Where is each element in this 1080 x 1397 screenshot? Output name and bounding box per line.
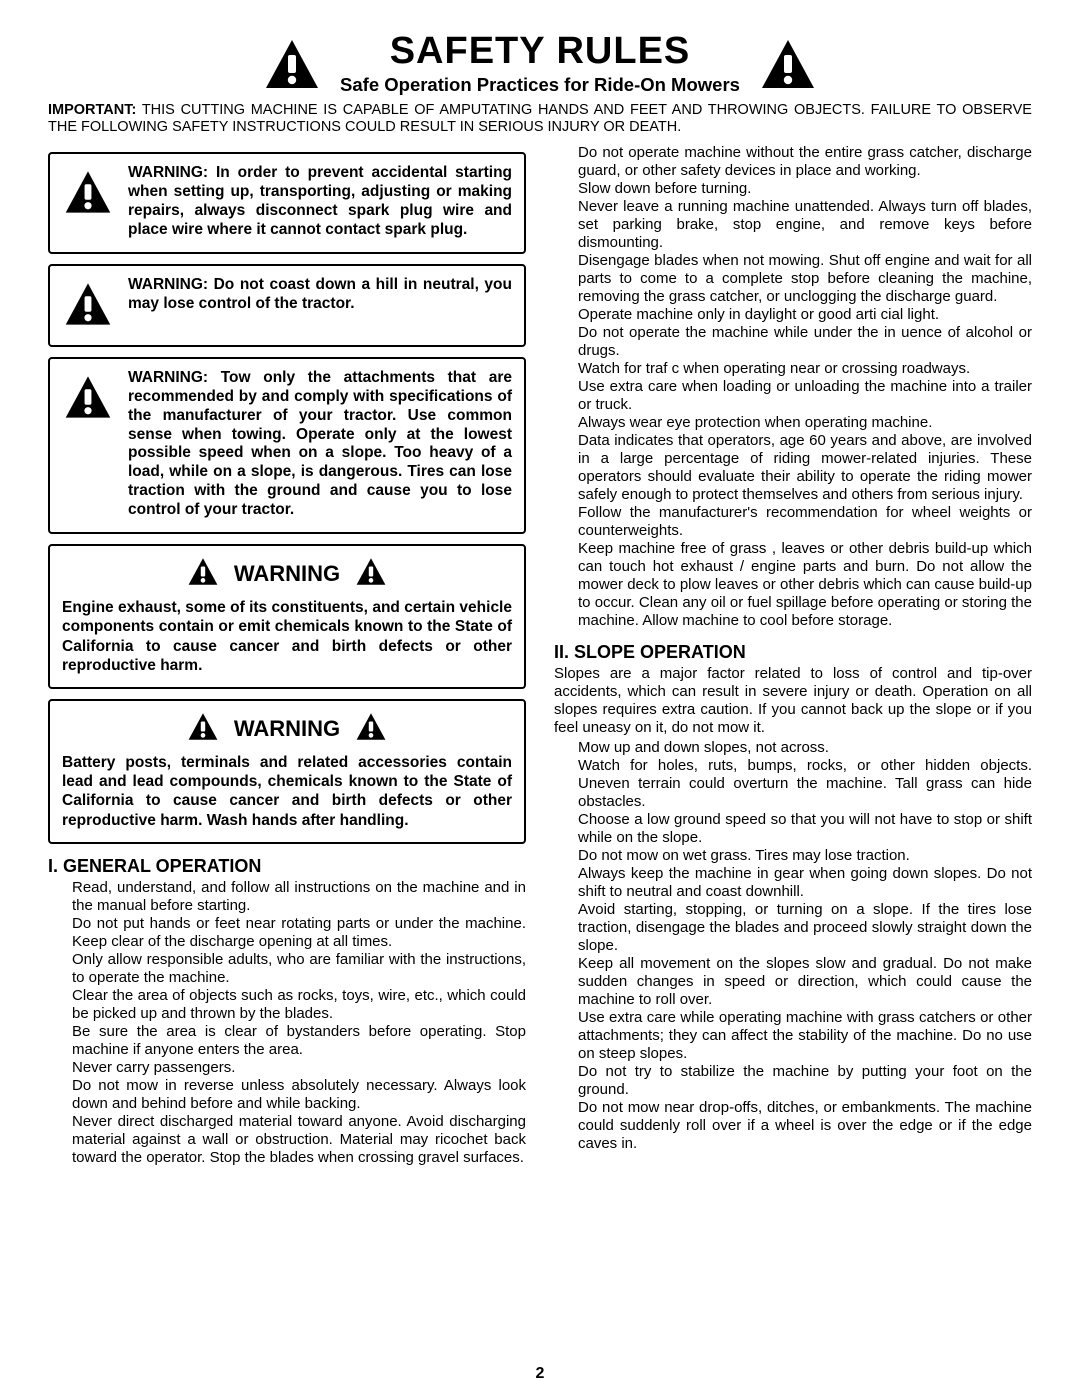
title-block: SAFETY RULES Safe Operation Practices fo… xyxy=(340,32,740,96)
section-title: II. SLOPE OPERATION xyxy=(554,642,1032,663)
hazard-icon xyxy=(186,711,220,747)
warning-body: Engine exhaust, some of its constituents… xyxy=(62,598,512,675)
important-notice: IMPORTANT: THIS CUTTING MACHINE IS CAPAB… xyxy=(48,102,1032,136)
list-item: Clear the area of objects such as rocks,… xyxy=(72,987,526,1023)
list-item: Mow up and down slopes, not across. xyxy=(578,739,1032,757)
hazard-icon xyxy=(186,556,220,592)
hazard-icon xyxy=(62,369,114,426)
list-item: Follow the manufacturer's recommendation… xyxy=(578,504,1032,540)
list-item: Read, understand, and follow all instruc… xyxy=(72,879,526,915)
list-item: Watch for traf c when operating near or … xyxy=(578,360,1032,378)
warning-text: WARNING: Tow only the attachments that a… xyxy=(128,369,512,520)
hazard-icon xyxy=(354,711,388,747)
warning-heading: WARNING xyxy=(234,561,340,587)
page-title: SAFETY RULES xyxy=(340,32,740,70)
list-item: Do not mow in reverse unless absolutely … xyxy=(72,1077,526,1113)
hazard-icon xyxy=(354,556,388,592)
list-item: Only allow responsible adults, who are f… xyxy=(72,951,526,987)
warning-body: Battery posts, terminals and related acc… xyxy=(62,753,512,830)
list-item: Choose a low ground speed so that you wi… xyxy=(578,811,1032,847)
content-columns: WARNING: In order to prevent accidental … xyxy=(48,144,1032,1344)
safety-rules-page: SAFETY RULES Safe Operation Practices fo… xyxy=(0,0,1080,1397)
list-item: Data indicates that operators, age 60 ye… xyxy=(578,432,1032,504)
section-title: I. GENERAL OPERATION xyxy=(48,856,526,877)
bullet-list: Do not operate machine without the entir… xyxy=(554,144,1032,630)
list-item: Do not operate machine without the entir… xyxy=(578,144,1032,180)
page-subtitle: Safe Operation Practices for Ride-On Mow… xyxy=(340,74,740,96)
bullet-list: Read, understand, and follow all instruc… xyxy=(48,879,526,1167)
list-item: Be sure the area is clear of bystanders … xyxy=(72,1023,526,1059)
warning-text: WARNING: In order to prevent accidental … xyxy=(128,164,512,240)
list-item: Do not put hands or feet near rotating p… xyxy=(72,915,526,951)
list-item: Do not mow on wet grass. Tires may lose … xyxy=(578,847,1032,865)
important-label: IMPORTANT: xyxy=(48,102,136,118)
page-header: SAFETY RULES Safe Operation Practices fo… xyxy=(48,32,1032,96)
warning-text: WARNING: Do not coast down a hill in neu… xyxy=(128,276,512,314)
warning-box-large: WARNING Engine exhaust, some of its const… xyxy=(48,544,526,689)
warning-box-small: WARNING: In order to prevent accidental … xyxy=(48,152,526,254)
list-item: Do not mow near drop-offs, ditches, or e… xyxy=(578,1099,1032,1153)
list-item: Disengage blades when not mowing. Shut o… xyxy=(578,252,1032,306)
warning-box-small: WARNING: Tow only the attachments that a… xyxy=(48,357,526,534)
page-number: 2 xyxy=(536,1365,545,1383)
list-item: Avoid starting, stopping, or turning on … xyxy=(578,901,1032,955)
warning-heading: WARNING xyxy=(234,716,340,742)
warning-box-small: WARNING: Do not coast down a hill in neu… xyxy=(48,264,526,347)
list-item: Never carry passengers. xyxy=(72,1059,526,1077)
list-item: Watch for holes, ruts, bumps, rocks, or … xyxy=(578,757,1032,811)
list-item: Keep all movement on the slopes slow and… xyxy=(578,955,1032,1009)
hazard-icon xyxy=(62,164,114,221)
section-intro: Slopes are a major factor related to los… xyxy=(554,665,1032,737)
important-text: THIS CUTTING MACHINE IS CAPABLE OF AMPUT… xyxy=(48,102,1032,135)
hazard-icon xyxy=(758,36,818,92)
list-item: Slow down before turning. xyxy=(578,180,1032,198)
hazard-icon xyxy=(62,276,114,333)
list-item: Use extra care when loading or unloading… xyxy=(578,378,1032,414)
list-item: Never leave a running machine unattended… xyxy=(578,198,1032,252)
list-item: Never direct discharged material toward … xyxy=(72,1113,526,1167)
list-item: Do not operate the machine while under t… xyxy=(578,324,1032,360)
list-item: Use extra care while operating machine w… xyxy=(578,1009,1032,1063)
list-item: Always keep the machine in gear when goi… xyxy=(578,865,1032,901)
warning-box-large: WARNING Battery posts, terminals and rela… xyxy=(48,699,526,844)
list-item: Always wear eye protection when operatin… xyxy=(578,414,1032,432)
hazard-icon xyxy=(262,36,322,92)
list-item: Operate machine only in daylight or good… xyxy=(578,306,1032,324)
list-item: Keep machine free of grass , leaves or o… xyxy=(578,540,1032,630)
list-item: Do not try to stabilize the machine by p… xyxy=(578,1063,1032,1099)
bullet-list: Mow up and down slopes, not across.Watch… xyxy=(554,739,1032,1153)
